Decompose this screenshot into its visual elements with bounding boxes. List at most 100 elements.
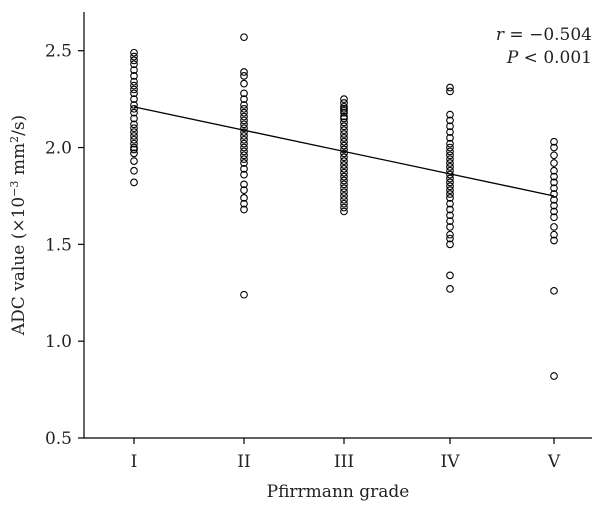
point-IV-18 bbox=[446, 182, 454, 191]
point-III-8 bbox=[340, 118, 348, 127]
point-I-17 bbox=[130, 128, 138, 136]
point-II-14 bbox=[240, 132, 248, 140]
point-IV-8 bbox=[446, 143, 454, 152]
point-IV-2 bbox=[446, 110, 454, 119]
point-IV-6 bbox=[446, 134, 454, 142]
x-tick-label-4: V bbox=[547, 452, 561, 472]
point-III-28 bbox=[340, 195, 348, 204]
point-IV-1 bbox=[446, 87, 454, 96]
y-tick-label-2: 1.5 bbox=[45, 235, 72, 255]
point-III-27 bbox=[340, 192, 348, 200]
point-I-10 bbox=[130, 95, 138, 103]
r-value: = −0.504 bbox=[504, 25, 592, 45]
point-IV-19 bbox=[446, 186, 454, 194]
point-II-7 bbox=[240, 104, 248, 113]
point-II-6 bbox=[240, 101, 248, 109]
point-V-17 bbox=[550, 372, 558, 380]
point-III-16 bbox=[340, 149, 348, 158]
point-I-25 bbox=[130, 166, 138, 175]
point-III-1 bbox=[340, 99, 348, 107]
y-axis-title-mid: mm bbox=[9, 143, 29, 181]
point-II-12 bbox=[240, 124, 248, 133]
point-IV-27 bbox=[446, 230, 454, 239]
x-tick-label-0: I bbox=[131, 452, 138, 472]
point-V-3 bbox=[550, 159, 558, 167]
point-IV-13 bbox=[446, 163, 454, 171]
point-III-23 bbox=[340, 176, 348, 185]
point-III-18 bbox=[340, 157, 348, 165]
point-I-14 bbox=[130, 114, 138, 123]
point-III-21 bbox=[340, 168, 348, 177]
point-III-15 bbox=[340, 145, 348, 154]
point-I-2 bbox=[130, 56, 138, 65]
point-III-22 bbox=[340, 172, 348, 181]
point-V-11 bbox=[550, 207, 558, 216]
point-I-26 bbox=[130, 178, 138, 187]
point-IV-4 bbox=[446, 122, 454, 131]
point-III-25 bbox=[340, 184, 348, 193]
p-value: < 0.001 bbox=[518, 48, 592, 68]
point-III-20 bbox=[340, 164, 348, 173]
point-V-15 bbox=[550, 236, 558, 245]
point-I-15 bbox=[130, 120, 138, 129]
point-IV-24 bbox=[446, 211, 454, 220]
point-I-0 bbox=[130, 48, 138, 57]
y-tick-label-4: 2.5 bbox=[45, 42, 72, 62]
point-III-31 bbox=[340, 207, 348, 216]
point-II-24 bbox=[240, 180, 248, 189]
point-I-13 bbox=[130, 108, 138, 117]
point-III-29 bbox=[340, 199, 348, 208]
point-V-2 bbox=[550, 151, 558, 160]
point-III-5 bbox=[340, 108, 348, 117]
point-III-13 bbox=[340, 137, 348, 146]
point-IV-26 bbox=[446, 223, 454, 231]
point-I-12 bbox=[130, 104, 138, 113]
y-axis-title-prefix: ADC value (×10 bbox=[9, 197, 29, 336]
point-I-3 bbox=[130, 60, 138, 69]
point-I-7 bbox=[130, 81, 138, 90]
y-axis-title-suffix: /s) bbox=[9, 115, 29, 136]
point-II-8 bbox=[240, 108, 248, 117]
point-III-24 bbox=[340, 180, 348, 189]
y-tick-label-0: 0.5 bbox=[45, 429, 72, 449]
point-V-7 bbox=[550, 184, 558, 193]
point-IV-7 bbox=[446, 139, 454, 148]
point-V-1 bbox=[550, 143, 558, 152]
point-IV-12 bbox=[446, 159, 454, 167]
point-II-18 bbox=[240, 147, 248, 156]
point-IV-20 bbox=[446, 190, 454, 198]
data-points bbox=[130, 33, 558, 380]
point-I-9 bbox=[130, 89, 138, 98]
r-label: r bbox=[496, 25, 505, 45]
point-I-11 bbox=[130, 101, 138, 109]
point-II-16 bbox=[240, 139, 248, 148]
point-IV-3 bbox=[446, 116, 454, 125]
point-V-4 bbox=[550, 166, 558, 175]
point-III-17 bbox=[340, 153, 348, 162]
point-IV-22 bbox=[446, 199, 454, 208]
point-I-20 bbox=[130, 139, 138, 148]
point-II-29 bbox=[240, 290, 248, 299]
y-axis-title: ADC value (×10−3 mm2/s) bbox=[8, 115, 30, 336]
r-annotation: r = −0.504 bbox=[496, 25, 592, 45]
point-II-21 bbox=[240, 159, 248, 167]
point-II-3 bbox=[240, 79, 248, 88]
point-II-26 bbox=[240, 194, 248, 202]
point-V-6 bbox=[550, 178, 558, 187]
point-II-20 bbox=[240, 155, 248, 164]
point-II-23 bbox=[240, 170, 248, 179]
point-II-2 bbox=[240, 72, 248, 80]
point-I-4 bbox=[130, 66, 138, 74]
x-tick-label-3: IV bbox=[441, 452, 461, 472]
y-axis-title-exp1: −3 bbox=[8, 181, 21, 197]
point-III-26 bbox=[340, 188, 348, 196]
x-axis-title: Pfirrmann grade bbox=[267, 482, 410, 502]
point-III-11 bbox=[340, 130, 348, 138]
point-II-1 bbox=[240, 68, 248, 76]
point-III-19 bbox=[340, 161, 348, 169]
point-II-28 bbox=[240, 205, 248, 214]
point-I-18 bbox=[130, 132, 138, 140]
y-ticks: 0.5 1.0 1.5 2.0 2.5 bbox=[45, 42, 84, 449]
point-II-19 bbox=[240, 151, 248, 160]
regression-line bbox=[133, 106, 555, 197]
